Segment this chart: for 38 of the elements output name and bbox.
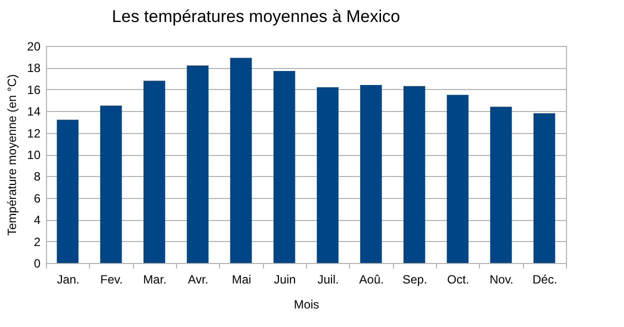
y-tick-label: 0 <box>34 256 41 270</box>
bar <box>534 113 556 263</box>
x-tick-label: Mar. <box>143 272 167 286</box>
x-tick-label: Aoû. <box>359 272 384 286</box>
bar <box>316 87 338 263</box>
x-tick-label: Juil. <box>317 272 339 286</box>
y-tick-label: 8 <box>34 170 41 184</box>
x-tick-label: Oct. <box>447 272 470 286</box>
y-tick-label: 2 <box>34 234 41 249</box>
bar <box>100 106 122 263</box>
y-axis-title: Température moyenne (en °C) <box>5 74 20 236</box>
bar <box>144 80 166 263</box>
x-tick-label: Nov. <box>490 272 514 286</box>
bar <box>186 66 208 263</box>
y-tick-label: 12 <box>27 126 41 140</box>
x-tick-label: Avr. <box>188 272 208 286</box>
chart-title: Les températures moyennes à Mexico <box>112 7 400 26</box>
bar <box>360 85 382 263</box>
bar <box>56 120 78 263</box>
y-tick-label: 16 <box>27 82 41 97</box>
y-tick-label: 4 <box>34 213 41 228</box>
bar <box>230 58 252 263</box>
x-tick-label: Juin <box>274 272 296 286</box>
bar <box>490 106 512 263</box>
y-tick-label: 10 <box>27 148 41 162</box>
y-tick-label: 20 <box>27 40 41 54</box>
x-tick-label: Jan. <box>56 272 80 286</box>
y-tick-label: 6 <box>34 191 41 206</box>
x-tick-label: Mai <box>232 272 252 286</box>
x-tick-label: Fev. <box>100 272 123 286</box>
x-tick-label: Déc. <box>532 272 558 286</box>
bar <box>446 94 468 263</box>
bar <box>404 86 426 263</box>
x-tick-label: Sep. <box>402 272 428 286</box>
x-axis-title: Mois <box>294 298 320 312</box>
y-tick-label: 18 <box>27 61 41 76</box>
y-tick-label: 14 <box>27 104 41 119</box>
bar <box>274 70 296 263</box>
